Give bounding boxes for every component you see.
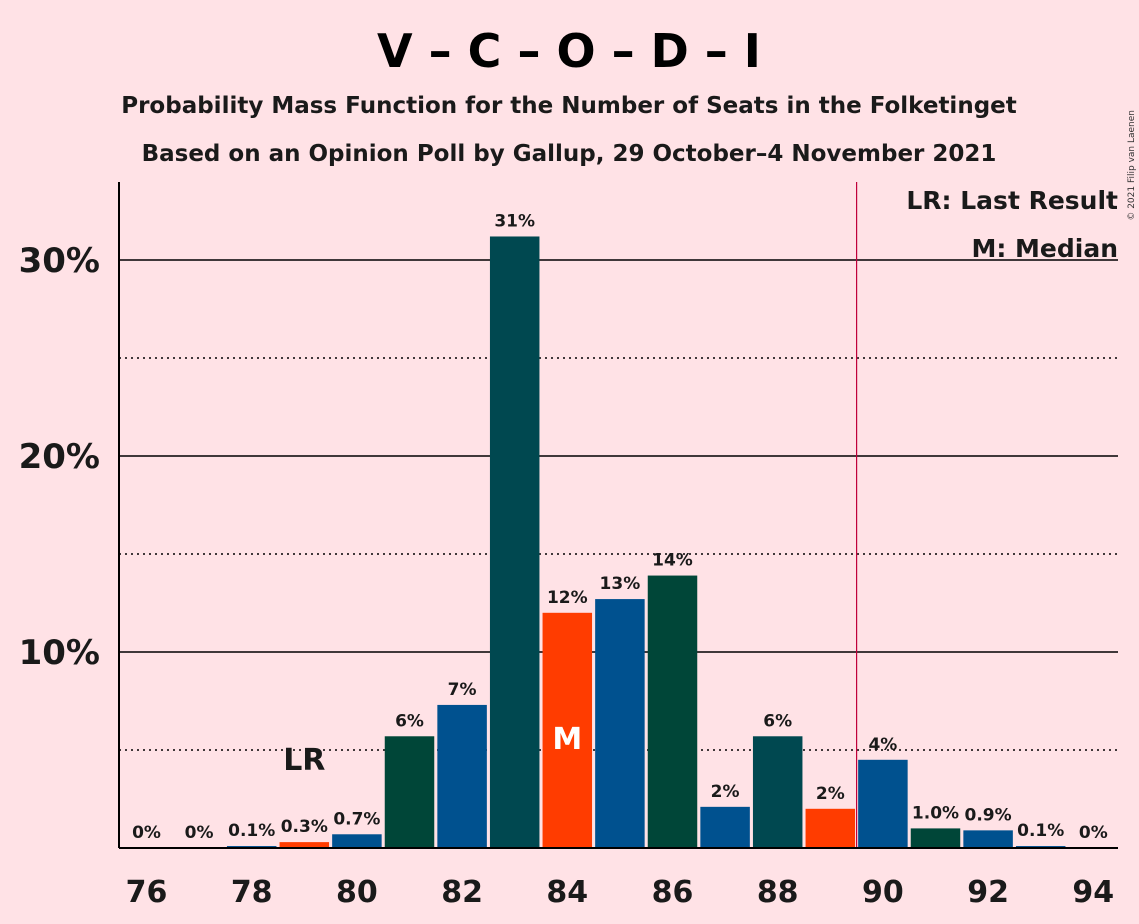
y-tick-label: 20%	[19, 437, 100, 477]
bar	[437, 704, 487, 848]
data-label: 0.7%	[333, 809, 380, 829]
data-label: 6%	[395, 711, 424, 731]
data-label: 7%	[448, 680, 477, 700]
bar	[805, 808, 856, 848]
x-tick-label: 88	[757, 875, 799, 910]
bar	[279, 842, 330, 848]
data-label: 0%	[1079, 823, 1108, 843]
data-label: 2%	[816, 784, 845, 804]
bar	[700, 806, 750, 848]
bar	[384, 736, 435, 848]
data-label: 0%	[132, 823, 161, 843]
x-tick-label: 84	[546, 875, 588, 910]
bar	[332, 834, 382, 848]
data-label: 1.0%	[912, 803, 959, 823]
last-result-marker: LR	[283, 743, 325, 778]
x-tick-label: 90	[862, 875, 904, 910]
data-label: 12%	[547, 588, 588, 608]
median-marker: M	[552, 722, 582, 757]
data-label: 0%	[185, 823, 214, 843]
legend-last-result: LR: Last Result	[906, 186, 1118, 215]
data-label: 0.1%	[228, 821, 275, 841]
bar	[489, 236, 540, 849]
x-tick-label: 76	[126, 875, 168, 910]
x-tick-label: 86	[652, 875, 694, 910]
data-label: 31%	[494, 211, 535, 231]
data-label: 0.3%	[281, 817, 328, 837]
chart-title: V – C – O – D – I	[377, 24, 761, 78]
chart-subtitle-2: Based on an Opinion Poll by Gallup, 29 O…	[142, 141, 997, 167]
data-label: 4%	[868, 735, 897, 755]
data-label: 6%	[763, 711, 792, 731]
bar	[595, 599, 645, 848]
y-tick-label: 10%	[19, 633, 100, 673]
axes-group: 10% 20% 30% 76 78 80 82 84 86 88 90 92 94	[19, 182, 1118, 910]
data-label: 0.1%	[1017, 821, 1064, 841]
data-label: 14%	[652, 551, 693, 571]
data-label: 13%	[600, 574, 641, 594]
chart-subtitle-1: Probability Mass Function for the Number…	[121, 93, 1017, 119]
data-label: 0.9%	[965, 805, 1012, 825]
bar	[647, 575, 698, 848]
data-label: 2%	[711, 782, 740, 802]
bar	[752, 736, 803, 848]
data-labels-group: 0% 0% 0.1% 0.3% LR 0.7% 6% 7% 31% 12% M 13% 14% 2% 6% 2…	[132, 211, 1108, 843]
x-tick-label: 82	[441, 875, 483, 910]
x-tick-label: 92	[967, 875, 1009, 910]
bar	[542, 612, 593, 848]
copyright-note: © 2021 Filip van Laenen	[1127, 110, 1137, 221]
bars-group	[226, 236, 1066, 849]
bar	[963, 830, 1013, 848]
legend-median: M: Median	[971, 234, 1118, 263]
bar	[910, 828, 961, 848]
x-tick-label: 94	[1072, 875, 1114, 910]
y-tick-label: 30%	[19, 241, 100, 281]
x-tick-label: 80	[336, 875, 378, 910]
bar	[858, 759, 908, 848]
x-tick-label: 78	[231, 875, 273, 910]
